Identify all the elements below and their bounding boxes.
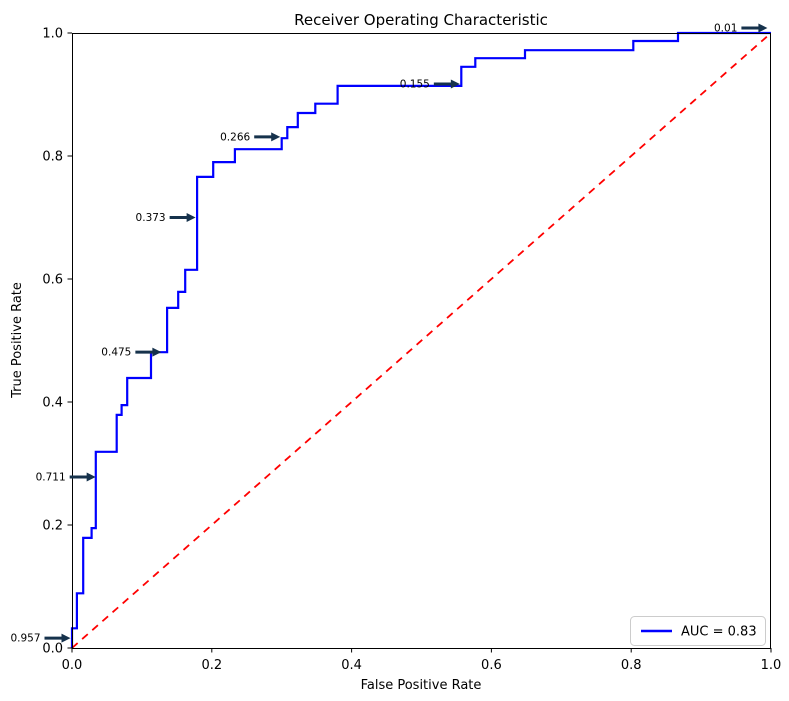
threshold-annotation-label: 0.475 xyxy=(101,347,131,359)
x-tick-label: 1.0 xyxy=(761,658,782,673)
annotation-arrow-head xyxy=(186,213,196,222)
x-tick-label: 0.0 xyxy=(62,658,83,673)
roc-curve xyxy=(70,31,771,648)
chance-diagonal-line xyxy=(71,32,772,649)
annotation-arrow-head xyxy=(271,132,281,142)
threshold-annotation-label: 0.155 xyxy=(400,79,430,91)
y-axis-label: True Positive Rate xyxy=(10,282,25,399)
axes-spines xyxy=(72,33,771,649)
x-tick-label: 0.8 xyxy=(621,658,642,673)
y-tick-label: 1.0 xyxy=(42,27,63,42)
y-tick-label: 0.2 xyxy=(42,519,63,534)
annotation-arrow-head xyxy=(86,472,96,482)
threshold-annotation-label: 0.266 xyxy=(220,131,250,143)
x-tick-label: 0.6 xyxy=(481,658,502,673)
legend-label: AUC = 0.83 xyxy=(681,625,757,640)
annotation-arrow-head xyxy=(61,633,71,643)
chart-title: Receiver Operating Characteristic xyxy=(294,11,548,29)
threshold-annotation-label: 0.711 xyxy=(36,472,66,484)
x-tick-label: 0.4 xyxy=(341,658,362,673)
y-tick-label: 0.6 xyxy=(42,273,63,288)
legend-box xyxy=(630,616,766,646)
legend: AUC = 0.83 xyxy=(630,616,766,646)
threshold-annotation-label: 0.957 xyxy=(10,633,40,645)
annotation-arrow-head xyxy=(758,23,768,33)
threshold-annotation-label: 0.01 xyxy=(714,23,737,35)
x-tick-label: 0.2 xyxy=(201,658,222,673)
y-tick-label: 0.0 xyxy=(42,642,63,657)
plot-area: 0.0 0.2 0.4 0.6 0.8 1.0 0.0 0.2 0.4 0.6 0.8 1.0 0.95… xyxy=(10,23,781,674)
y-tick-label: 0.8 xyxy=(42,150,63,165)
y-tick-label: 0.4 xyxy=(42,396,63,411)
x-axis-label: False Positive Rate xyxy=(361,678,482,693)
annotation-arrow-head xyxy=(152,347,162,357)
annotation-arrow-head xyxy=(450,79,460,89)
threshold-annotation-label: 0.373 xyxy=(136,212,166,224)
